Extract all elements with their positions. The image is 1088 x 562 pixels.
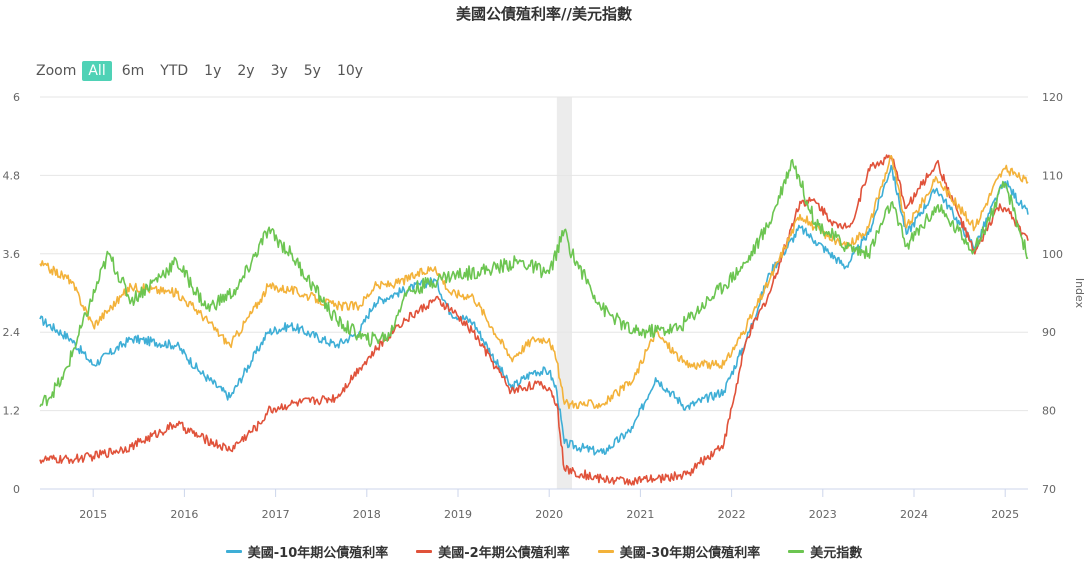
legend-item-dollar-index[interactable]: 美元指數 xyxy=(788,542,862,561)
chart-title: 美國公債殖利率//美元指數 xyxy=(456,5,632,23)
zoom-button-6m[interactable]: 6m xyxy=(121,63,145,79)
x-tick-label: 2018 xyxy=(353,508,381,521)
y-right-tick-label: 120 xyxy=(1042,91,1063,104)
y-left-tick-label: 1.2 xyxy=(3,405,21,418)
x-tick-label: 2021 xyxy=(626,508,654,521)
shaded-period xyxy=(556,97,572,489)
zoom-button-all[interactable]: All xyxy=(82,61,112,81)
series-line-10y xyxy=(39,164,1029,456)
zoom-label: Zoom xyxy=(36,63,77,79)
zoom-button-3y[interactable]: 3y xyxy=(270,63,288,79)
x-tick-label: 2022 xyxy=(718,508,746,521)
y-left-tick-label: 6 xyxy=(13,91,20,104)
legend-label-dollar-index: 美元指數 xyxy=(810,546,863,561)
y-right-tick-label: 70 xyxy=(1042,483,1056,496)
y-left-tick-label: 3.6 xyxy=(3,248,21,261)
x-tick-label: 2016 xyxy=(170,508,198,521)
axes: 0 1.2 2.4 3.6 4.8 6 70 80 90 100 110 120 Index 2015 20… xyxy=(3,91,1087,521)
y-left-tick-label: 0 xyxy=(13,483,20,496)
legend-swatch-30y xyxy=(597,550,614,553)
legend-swatch-dollar-index xyxy=(788,550,805,553)
y-right-tick-label: 90 xyxy=(1042,326,1056,339)
x-tick-label: 2023 xyxy=(809,508,837,521)
y-right-tick-label: 100 xyxy=(1042,248,1063,261)
y-right-tick-label: 110 xyxy=(1042,169,1063,182)
chart-area[interactable]: 0 1.2 2.4 3.6 4.8 6 70 80 90 100 110 120 Index 2015 20… xyxy=(0,0,1088,540)
y-right-axis-label: Index xyxy=(1073,278,1086,309)
x-tick-label: 2015 xyxy=(79,508,107,521)
y-left-tick-label: 2.4 xyxy=(3,326,21,339)
legend-swatch-2y xyxy=(416,550,433,553)
zoom-button-10y[interactable]: 10y xyxy=(336,63,364,79)
x-tick-label: 2019 xyxy=(444,508,472,521)
series-line-dollar-index xyxy=(39,158,1029,408)
legend-item-30y[interactable]: 美國-30年期公債殖利率 xyxy=(597,542,761,561)
gridlines xyxy=(40,96,1028,490)
shaded-region xyxy=(556,97,572,489)
zoom-bar: Zoom All 6m YTD 1y 2y 3y 5y 10y xyxy=(36,60,373,82)
x-tick-label: 2017 xyxy=(262,508,290,521)
x-tick-label: 2025 xyxy=(991,508,1019,521)
zoom-button-ytd[interactable]: YTD xyxy=(160,63,189,79)
zoom-button-5y[interactable]: 5y xyxy=(303,63,321,79)
legend-item-10y[interactable]: 美國-10年期公債殖利率 xyxy=(225,542,389,561)
legend-swatch-10y xyxy=(225,550,242,553)
series-line-30y xyxy=(39,155,1029,410)
x-tick-label: 2024 xyxy=(900,508,928,521)
y-right-tick-label: 80 xyxy=(1042,405,1056,418)
x-tick-label: 2020 xyxy=(535,508,563,521)
series-lines xyxy=(39,154,1029,486)
zoom-button-1y[interactable]: 1y xyxy=(204,63,222,79)
zoom-button-2y[interactable]: 2y xyxy=(237,63,255,79)
legend: 美國-10年期公債殖利率 美國-2年期公債殖利率 美國-30年期公債殖利率 美元… xyxy=(0,542,1088,561)
y-left-tick-label: 4.8 xyxy=(3,169,21,182)
series-line-2y xyxy=(39,154,1029,486)
legend-label-2y: 美國-2年期公債殖利率 xyxy=(438,546,570,561)
legend-label-10y: 美國-10年期公債殖利率 xyxy=(247,546,389,561)
legend-item-2y[interactable]: 美國-2年期公債殖利率 xyxy=(416,542,570,561)
legend-label-30y: 美國-30年期公債殖利率 xyxy=(619,546,761,561)
